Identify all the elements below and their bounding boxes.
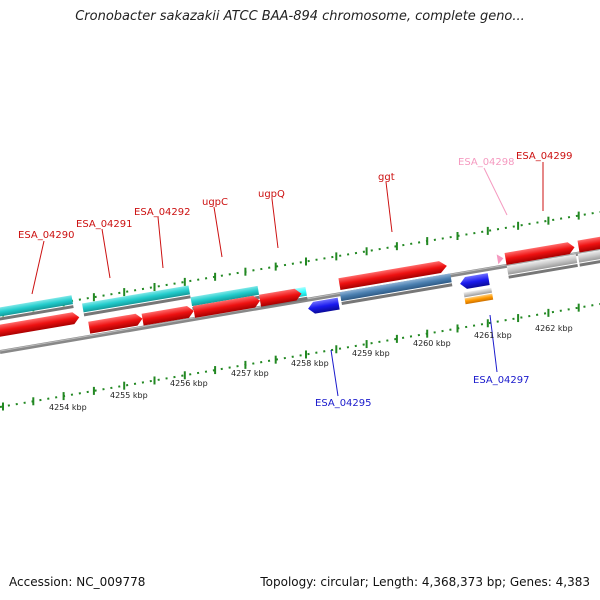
gene-label-esa-04291: ESA_04291 <box>76 219 133 230</box>
tick-track-lower <box>0 303 600 408</box>
cds-arrow <box>193 295 261 318</box>
reverse-cds-arrow <box>308 297 340 314</box>
gene-label-esa-04292: ESA_04292 <box>134 207 191 218</box>
cds-arrow <box>577 231 600 253</box>
gene-label-ugpc: ugpC <box>202 197 228 208</box>
kbp-label: 4255 kbp <box>110 391 148 400</box>
gene-bar <box>190 285 260 307</box>
feature-track <box>0 231 600 340</box>
genome-backbone <box>0 248 600 354</box>
tick-track-upper <box>0 211 600 314</box>
kbp-label: 4254 kbp <box>49 403 87 412</box>
kbp-label: 4259 kbp <box>352 349 390 358</box>
gene-bar-underline <box>508 263 578 279</box>
topology-summary: Topology: circular; Length: 4,368,373 bp… <box>260 575 590 589</box>
gene-bar <box>577 247 600 263</box>
gene-bar-underline <box>341 283 453 306</box>
major-ticks <box>2 211 580 411</box>
reverse-cds-arrow <box>460 273 490 289</box>
kbp-label: 4260 kbp <box>413 339 451 348</box>
gene-label-ugpq: ugpQ <box>258 189 285 200</box>
accession-text: Accession: NC_009778 <box>9 575 146 589</box>
gene-bar <box>0 295 74 320</box>
kbp-label: 4262 kbp <box>535 324 573 333</box>
kbp-label: 4261 kbp <box>474 331 512 340</box>
gene-label-esa-04295: ESA_04295 <box>315 398 372 409</box>
cds-arrow <box>338 261 447 291</box>
gene-label-esa-04297: ESA_04297 <box>473 375 530 386</box>
cds-arrow-pink <box>496 254 504 265</box>
gene-labels: ESA_04290 ESA_04291 ESA_04292 ugpC ugpQ … <box>18 151 573 409</box>
gene-bar <box>506 254 578 275</box>
gene-bar <box>82 285 191 313</box>
gene-label-ggt: ggt <box>378 172 395 183</box>
label-leaders <box>31 162 544 397</box>
gene-bar-underline <box>579 256 600 267</box>
gene-bar-underline <box>83 295 191 317</box>
kbp-label: 4258 kbp <box>291 359 329 368</box>
kbp-scale-labels: 4254 kbp 4255 kbp 4256 kbp 4257 kbp 4258… <box>49 324 573 412</box>
kbp-label: 4257 kbp <box>231 369 269 378</box>
kbp-label: 4256 kbp <box>170 379 208 388</box>
gene-bar-orange <box>464 293 494 305</box>
cds-arrow <box>504 242 575 265</box>
gene-label-esa-04290: ESA_04290 <box>18 230 75 241</box>
gene-bar <box>339 273 452 302</box>
gene-bar <box>463 287 493 298</box>
cds-arrow <box>141 306 194 326</box>
cds-arrow <box>88 313 143 334</box>
gene-label-esa-04298: ESA_04298 <box>458 157 515 168</box>
gene-label-esa-04299: ESA_04299 <box>516 151 573 162</box>
cds-arrow <box>259 288 302 307</box>
map-title: Cronobacter sakazakii ATCC BAA-894 chrom… <box>75 9 525 24</box>
cds-arrow <box>0 312 80 340</box>
gene-bar-underline <box>0 305 74 324</box>
